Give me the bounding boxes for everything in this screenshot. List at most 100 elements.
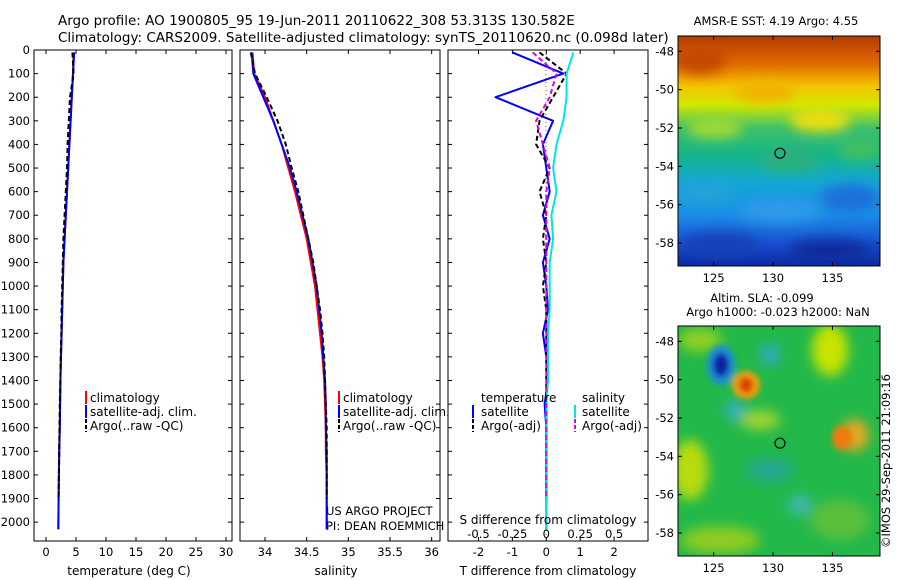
x-tick-label: -1 [507, 545, 518, 559]
legend-label-s-argo: Argo(-adj) [582, 419, 642, 433]
x-tick-label: 34 [258, 545, 273, 559]
y-tick-label: 1600 [1, 421, 30, 435]
sla-map-title: Altim. SLA: -0.099 [710, 291, 814, 305]
salinity-lines [249, 52, 328, 530]
y-tick-label: -58 [655, 236, 674, 250]
sla-blob [725, 400, 745, 420]
sst-map-panel: AMSR-E SST: 4.19 Argo: 4.55 125 130 135 -4… [655, 14, 881, 285]
legend-label-t-argo: Argo(-adj) [481, 419, 541, 433]
y-tick-label: -56 [655, 488, 674, 502]
y-tick-label: 300 [8, 114, 30, 128]
y-tick-label: 1900 [1, 492, 30, 506]
legend-label-climatology: climatology [343, 391, 413, 405]
s-tick-label: 0 [543, 527, 550, 541]
temperature-axes-box [33, 49, 233, 542]
salinity-xlabel: salinity [314, 564, 357, 578]
sla-blob [810, 500, 870, 540]
temperature-x-ticks: 0 5 10 15 20 25 30 [42, 50, 233, 559]
temperature-lines [57, 52, 76, 530]
y-tick-label: 800 [8, 232, 30, 246]
s-tick-label: -0.25 [498, 527, 528, 541]
sla-argo-marker [774, 437, 786, 449]
series-line [535, 51, 568, 499]
x-tick-label: 135 [821, 271, 843, 285]
y-tick-label: 1800 [1, 468, 30, 482]
y-tick-label: -50 [655, 83, 674, 97]
difference-xlabel-top: S difference from climatology [460, 513, 637, 527]
series-line [57, 52, 75, 499]
sla-map-title2: Argo h1000: -0.023 h2000: NaN [686, 305, 870, 319]
sla-blob [678, 328, 722, 352]
sla-map-x-ticks: 125 130 135 [703, 326, 843, 575]
legend-label-t-satellite: satellite [481, 405, 529, 419]
x-tick-label: 0 [42, 545, 49, 559]
sla-warm-patch [832, 426, 852, 450]
s-tick-label: -0.5 [467, 527, 489, 541]
x-tick-label: 25 [189, 545, 204, 559]
salinity-panel: 34 34.5 35 35.5 36 salinity climatology sate… [239, 49, 450, 578]
series-line [532, 51, 558, 499]
y-tick-label: -52 [655, 121, 674, 135]
y-tick-label: 600 [8, 185, 30, 199]
temperature-panel: 0100200300400500600700800900100011001200… [1, 43, 234, 578]
sla-low-inner [713, 353, 729, 377]
sla-map-y-ticks: -48 -50 -52 -54 -56 -58 [655, 334, 880, 540]
project-annotation: US ARGO PROJECT [326, 504, 434, 518]
y-tick-label: 1000 [1, 279, 30, 293]
y-tick-label: -56 [655, 198, 674, 212]
sla-map-frame [677, 325, 881, 557]
x-tick-label: 130 [762, 271, 784, 285]
x-tick-label: 15 [129, 545, 144, 559]
credit-text: ©IMOS 29-Sep-2011 21:09:16 [879, 374, 893, 548]
y-tick-label: -48 [655, 334, 674, 348]
x-tick-label: 10 [99, 545, 114, 559]
sst-map-y-ticks: -48 -50 -52 -54 -56 -58 [655, 44, 880, 250]
x-tick-label: 2 [610, 545, 617, 559]
y-tick-label: 1100 [1, 303, 30, 317]
temperature-xlabel: temperature (deg C) [67, 564, 190, 578]
x-tick-label: 1 [577, 545, 584, 559]
x-tick-label: 5 [72, 545, 79, 559]
salinity-axes-box [239, 49, 441, 542]
legend-label-argo: Argo(..raw -QC) [343, 419, 436, 433]
x-tick-label: 125 [703, 271, 725, 285]
difference-s-ticks: -0.5 -0.25 0 0.25 0.5 [467, 527, 623, 541]
y-tick-label: 1700 [1, 444, 30, 458]
sst-blob [740, 198, 820, 222]
s-tick-label: 0.5 [605, 527, 623, 541]
sla-features [707, 345, 852, 450]
sla-map-panel: Altim. SLA: -0.099 Argo h1000: -0.023 h2… [655, 291, 881, 575]
sst-blob [735, 82, 795, 102]
salinity-y-ticks [240, 49, 440, 523]
sst-map-frame [677, 35, 881, 267]
legend-label-climatology: climatology [90, 391, 160, 405]
x-tick-label: 130 [762, 561, 784, 575]
difference-xlabel: T difference from climatology [459, 564, 637, 578]
y-tick-label: -52 [655, 411, 674, 425]
header-line1: Argo profile: AO 1900805_95 19-Jun-2011 … [58, 13, 575, 29]
temperature-y-ticks: 0 100 200 300 400 500 600 700 800 900 1000 1100 1200… [1, 43, 232, 529]
difference-lines [494, 51, 575, 530]
sst-blob [687, 118, 743, 138]
y-tick-label: 100 [8, 67, 30, 81]
sst-blob [820, 184, 880, 212]
difference-axes-box [447, 49, 649, 542]
difference-panel: -2 -1 0 1 2 -0.5 -0.25 0 0.25 0.5 S difference f… [447, 49, 649, 578]
series-line [249, 52, 328, 499]
header-line2: Climatology: CARS2009. Satellite-adjuste… [58, 30, 669, 46]
x-tick-label: -2 [473, 545, 484, 559]
x-tick-label: 30 [219, 545, 234, 559]
sst-map-x-ticks: 125 130 135 [703, 36, 843, 285]
sla-high-inner [739, 377, 753, 393]
x-tick-label: 20 [159, 545, 174, 559]
legend-title-temperature: temperature [481, 391, 556, 405]
legend-label-satellite: satellite-adj. clim. [343, 405, 450, 419]
sla-blob [678, 440, 708, 500]
sst-blob [790, 108, 850, 132]
y-tick-label: 200 [8, 90, 30, 104]
legend-label-s-satellite: satellite [582, 405, 630, 419]
x-tick-label: 135 [821, 561, 843, 575]
y-tick-label: -54 [655, 159, 674, 173]
salinity-x-ticks: 34 34.5 35 35.5 36 [258, 50, 439, 559]
